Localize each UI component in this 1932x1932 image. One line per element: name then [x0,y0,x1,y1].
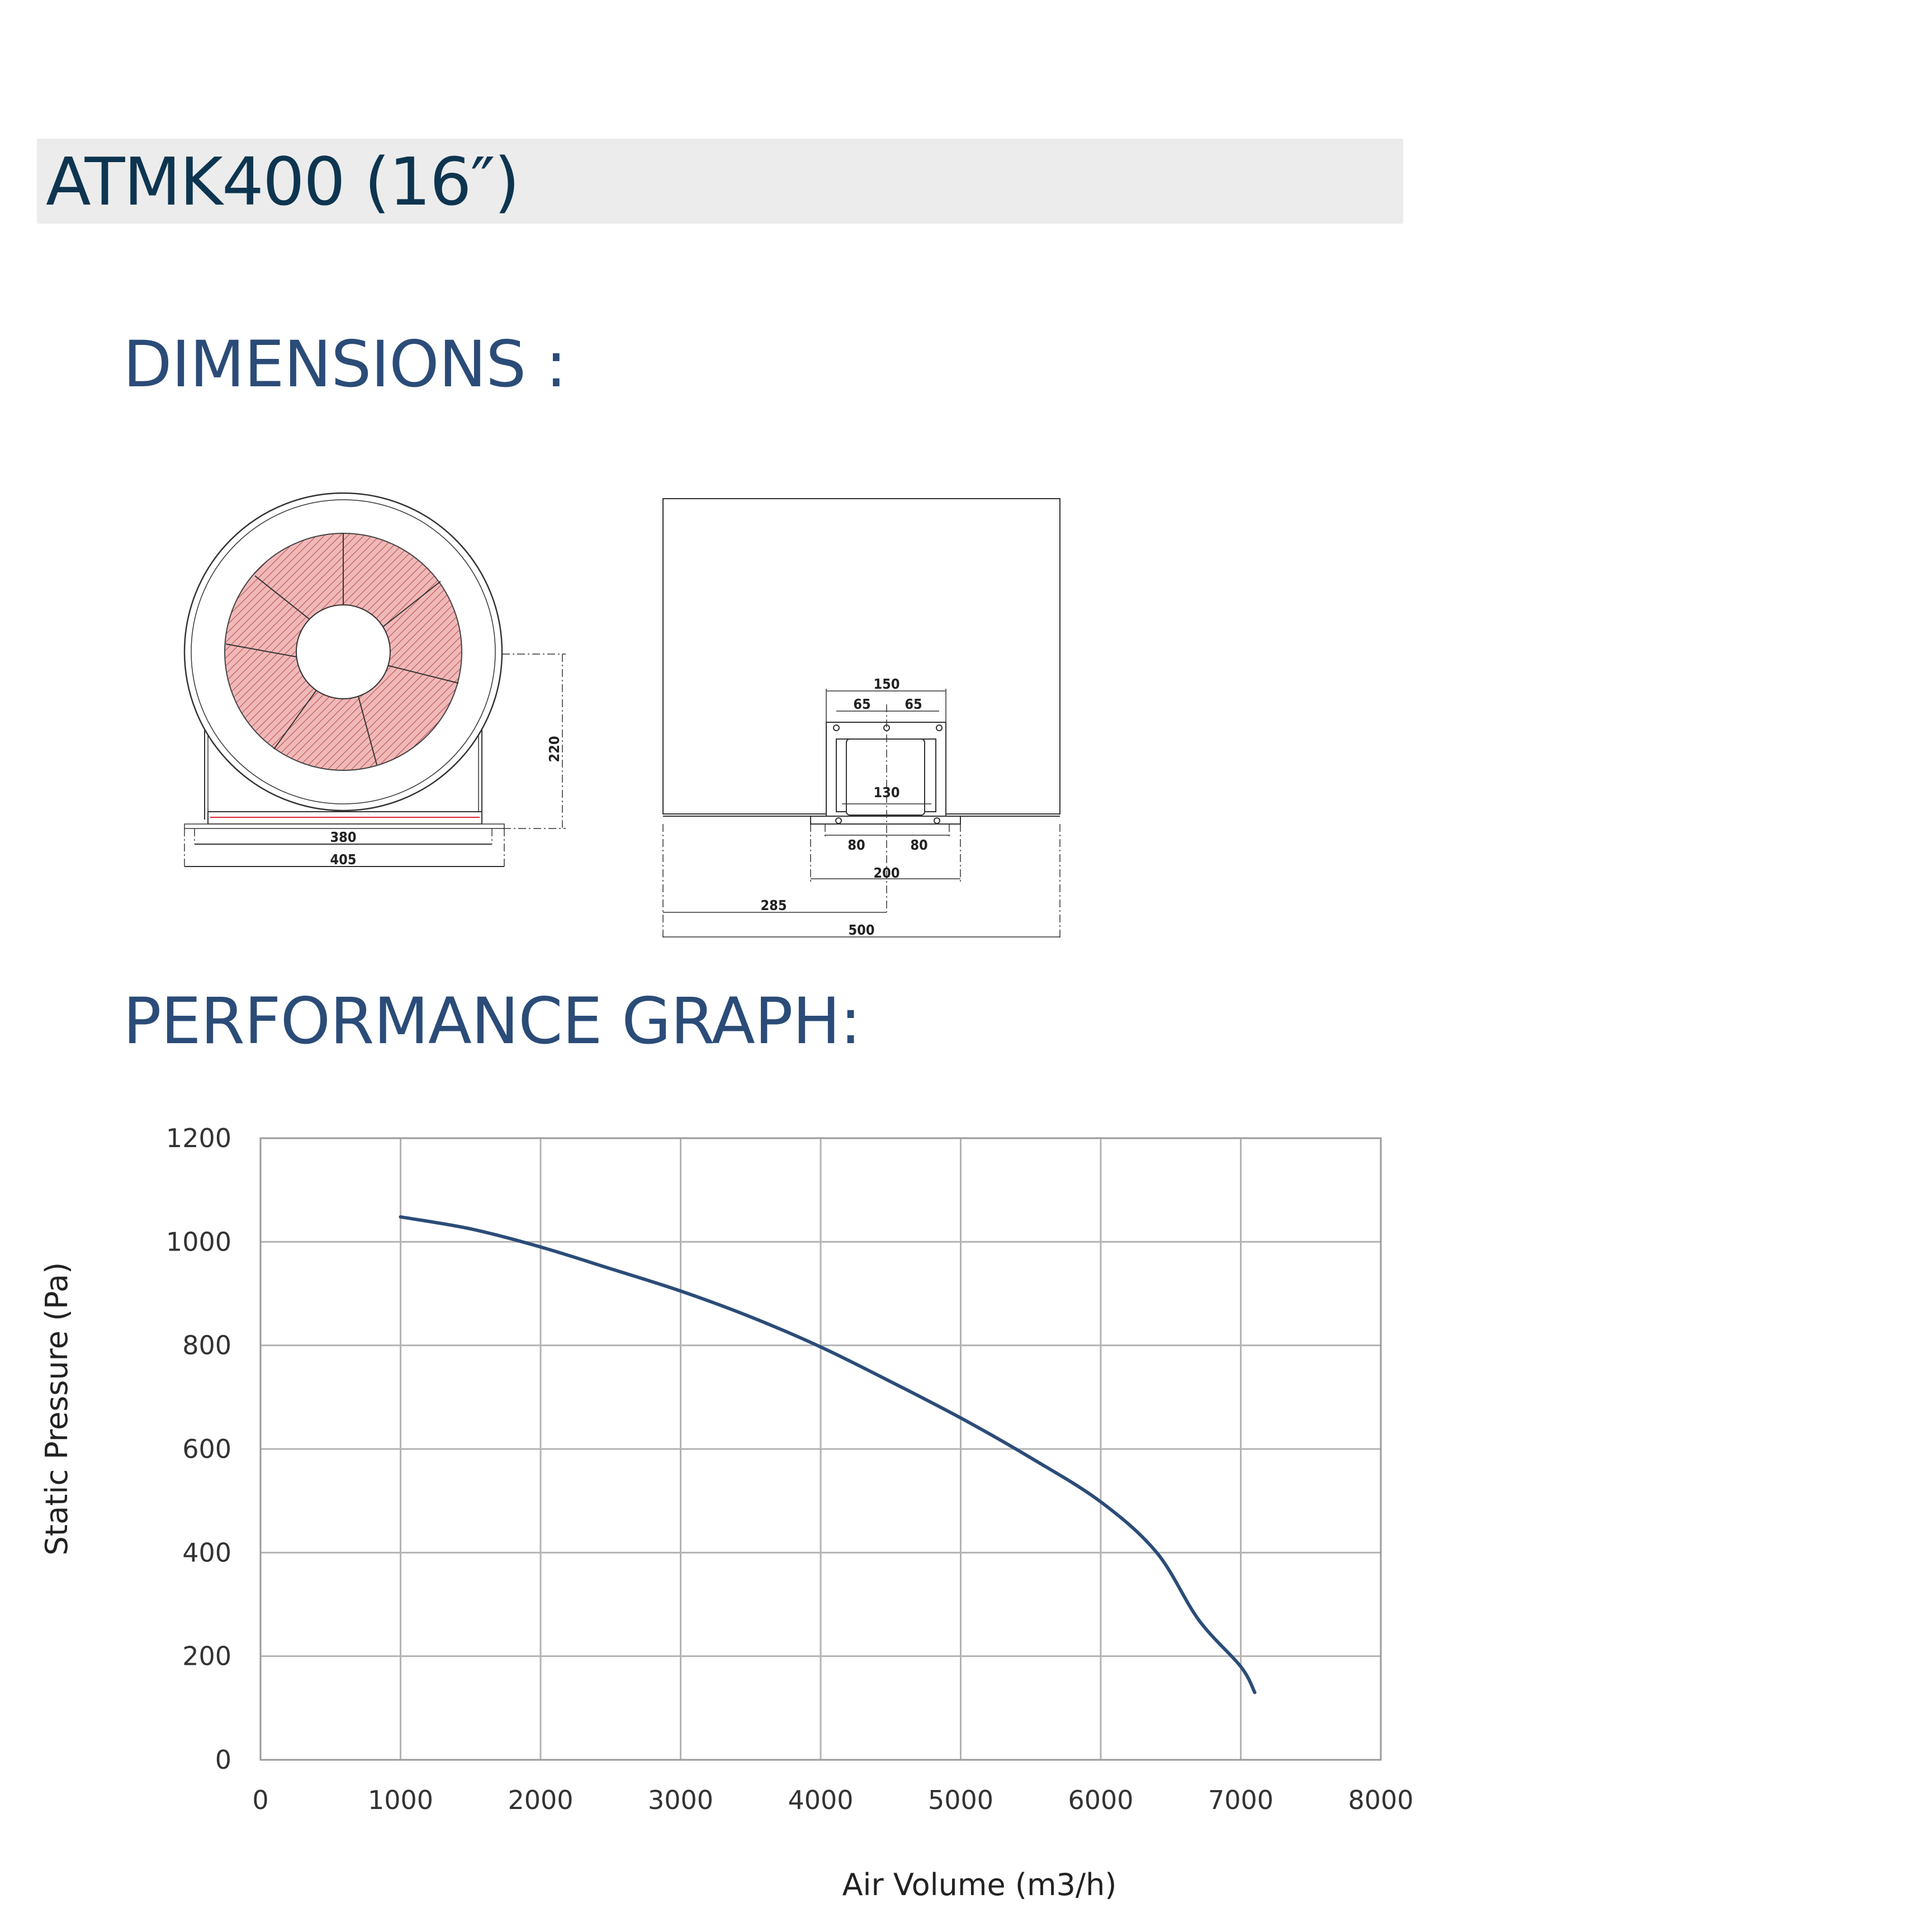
performance-chart: 0 1000 2000 3000 4000 5000 6000 7000 8000 0 200 400… [39,1123,1414,1902]
center-offset-dimension: 285 [761,897,787,913]
performance-heading: PERFORMANCE GRAPH: [123,984,861,1058]
x-tick-label: 6000 [1068,1785,1133,1815]
x-tick-label: 7000 [1208,1785,1273,1815]
y-tick-label: 800 [182,1330,231,1361]
page-title: ATMK400 (16″) [46,143,520,220]
y-tick-label: 200 [182,1641,231,1671]
outer-width-dimension: 405 [330,851,357,868]
left-offset-dimension: 65 [853,696,870,712]
x-tick-label: 4000 [788,1785,853,1815]
x-tick-label: 0 [252,1785,268,1815]
total-width-dimension: 500 [849,922,875,938]
inner-width-dimension: 130 [874,784,900,801]
y-axis-label: Static Pressure (Pa) [39,1262,74,1556]
x-tick-label: 8000 [1348,1785,1413,1815]
inner-width-dimension: 380 [330,829,357,845]
performance-curve [399,1215,1257,1694]
x-tick-label: 5000 [928,1785,993,1815]
hub-circle [296,604,391,699]
x-tick-label: 2000 [508,1785,573,1815]
plot-frame [259,1137,1382,1761]
base-width-dimension: 200 [874,865,900,881]
x-axis-label: Air Volume (m3/h) [842,1867,1117,1902]
y-tick-label: 1200 [166,1123,231,1153]
right-offset-dimension: 65 [905,696,922,712]
y-tick-label: 600 [182,1434,231,1464]
y-tick-label: 0 [215,1745,231,1775]
left-half-dimension: 80 [847,837,865,853]
top-width-dimension: 150 [874,676,900,692]
side-view-drawing: 150 65 65 130 80 80 200 285 500 [662,498,1060,939]
title-bar: ATMK400 (16″) [37,139,1403,224]
dimensions-heading: DIMENSIONS : [123,327,567,401]
x-tick-label: 3000 [648,1785,713,1815]
height-dimension: 220 [546,736,562,763]
y-tick-label: 1000 [166,1227,231,1257]
right-half-dimension: 80 [910,837,927,853]
front-view-drawing: 220 380 405 [183,492,566,868]
x-tick-label: 1000 [368,1785,433,1815]
y-tick-label: 400 [182,1537,231,1568]
